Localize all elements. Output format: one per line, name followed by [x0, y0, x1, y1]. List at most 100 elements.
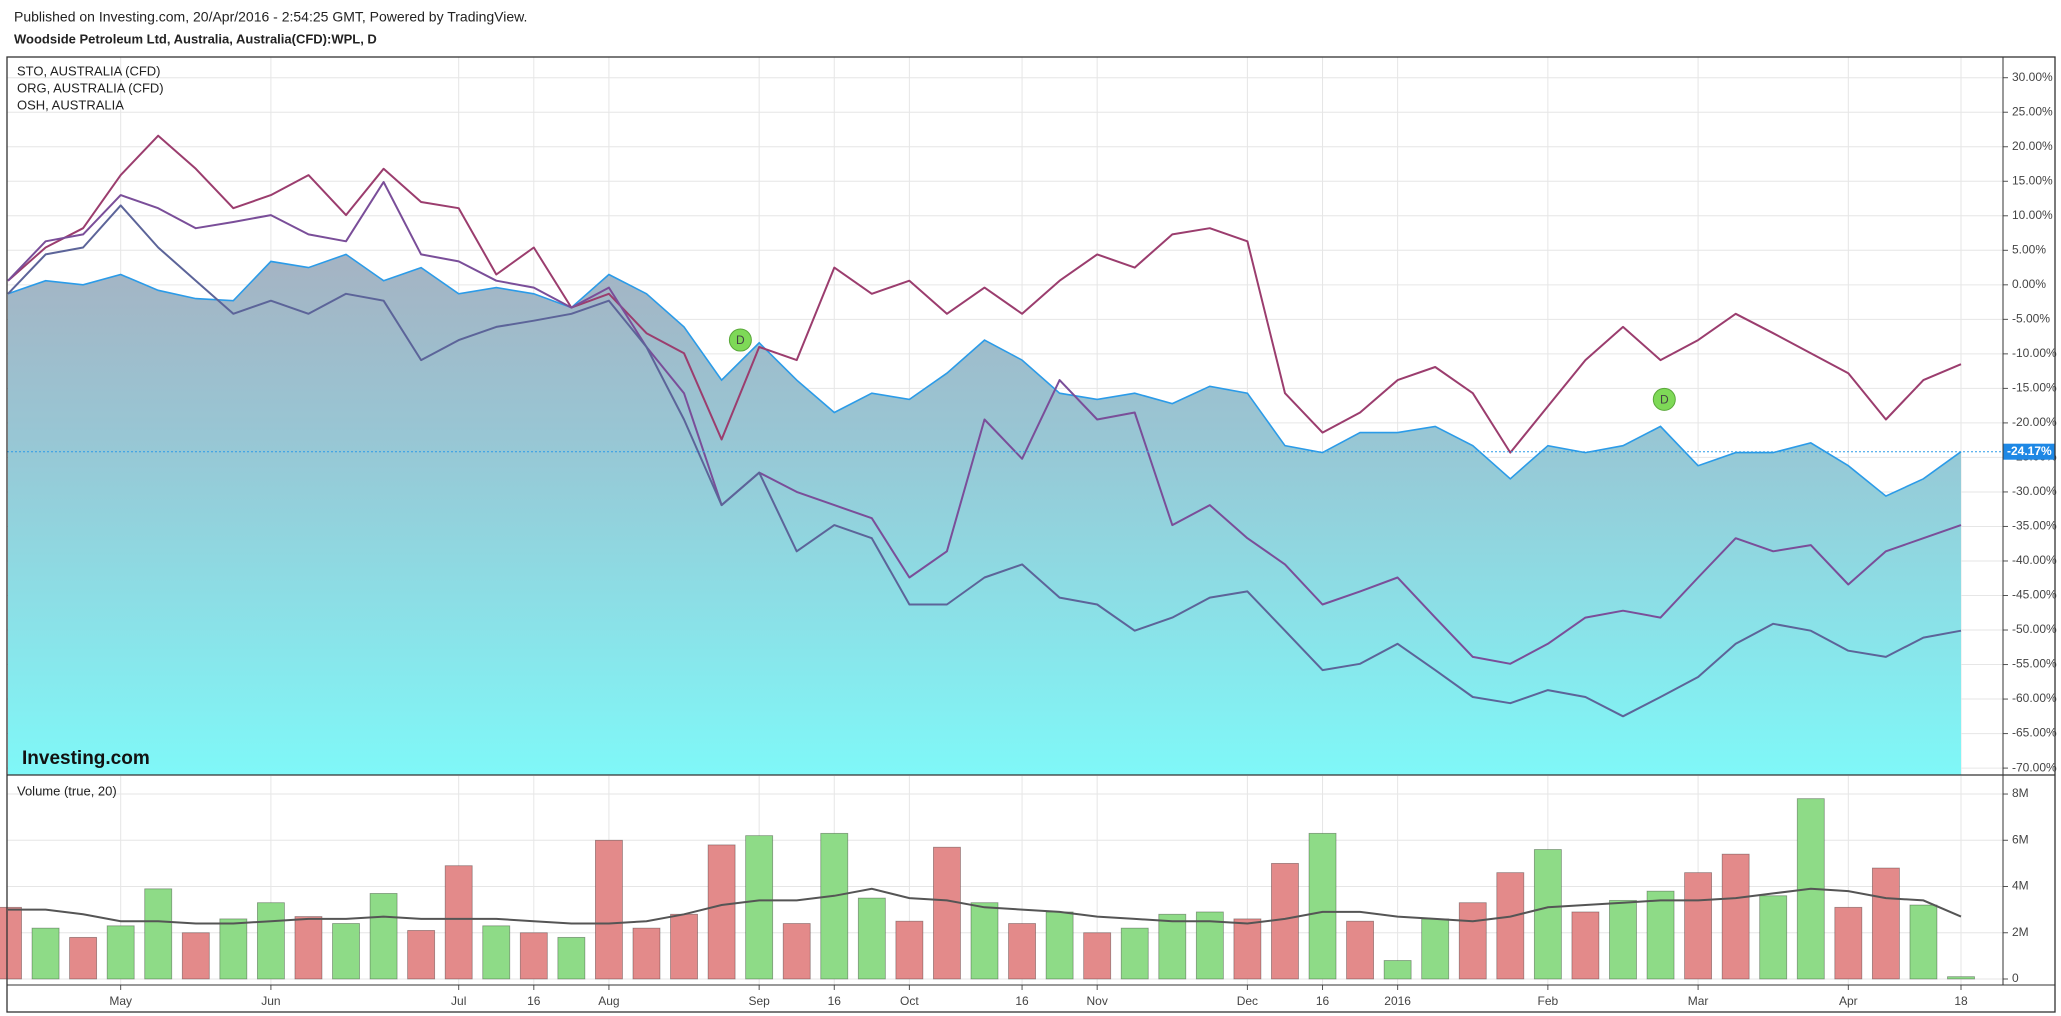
y-tick-label: -10.00% — [2012, 346, 2057, 360]
plot-layer: May Jun Jul 16 Aug Sep 16 Oct 16 Nov Dec 16 2016 Feb M… — [0, 57, 2057, 1008]
volume-bar — [1421, 918, 1450, 980]
volume-bar — [519, 932, 548, 980]
x-tick-label: 16 — [828, 994, 842, 1008]
x-tick-label: 18 — [1954, 994, 1968, 1008]
volume-bar — [1195, 911, 1224, 980]
volume-bar — [670, 913, 698, 980]
volume-bar — [1496, 872, 1525, 980]
volume-bar — [1083, 932, 1112, 980]
volume-bar — [1684, 872, 1713, 980]
volume-bar — [1346, 920, 1374, 980]
volume-bar — [1045, 911, 1074, 980]
volume-bar — [857, 897, 886, 980]
volume-ma-line — [8, 887, 1962, 925]
dividend-label: D — [1660, 393, 1669, 407]
frame — [6, 56, 2056, 1013]
volume-bar — [782, 923, 811, 980]
legend-entry: OSH, AUSTRALIA — [17, 97, 124, 112]
volume-bar — [1646, 890, 1675, 980]
volume-bar — [181, 932, 210, 980]
y-tick-label: 20.00% — [2012, 139, 2053, 153]
y-tick-label: 0 — [2012, 971, 2019, 985]
x-tick-label: 16 — [1316, 994, 1330, 1008]
y-tick-label: -65.00% — [2012, 726, 2057, 740]
y-tick-label: 4M — [2012, 879, 2029, 893]
y-tick-label: 25.00% — [2012, 104, 2053, 118]
y-tick-label: 8M — [2012, 786, 2029, 800]
x-tick-label: Jun — [261, 994, 280, 1008]
x-tick-label: 2016 — [1384, 994, 1411, 1008]
volume-bar — [632, 927, 661, 980]
y-tick-label: 15.00% — [2012, 173, 2053, 187]
volume-bar — [1308, 832, 1337, 980]
volume-bar — [1271, 862, 1299, 980]
x-tick-label: Jul — [451, 994, 466, 1008]
x-tick-label: Mar — [1688, 994, 1709, 1008]
x-tick-label: Sep — [748, 994, 770, 1008]
volume-bar — [369, 893, 398, 980]
volume-bar — [1533, 849, 1562, 980]
volume-bar — [1871, 867, 1900, 980]
volume-bar — [1158, 913, 1187, 980]
volume-bar — [31, 927, 60, 980]
y-tick-label: -55.00% — [2012, 657, 2057, 671]
y-tick-label: -50.00% — [2012, 622, 2057, 636]
last-value-label: -24.17% — [2007, 444, 2052, 458]
y-tick-label: 2M — [2012, 925, 2029, 939]
series-line — [7, 134, 1962, 454]
volume-bar — [69, 936, 98, 980]
y-tick-label: -60.00% — [2012, 691, 2057, 705]
legend-entry: ORG, AUSTRALIA (CFD) — [17, 80, 164, 95]
y-tick-label: -70.00% — [2012, 760, 2057, 774]
y-tick-label: 5.00% — [2012, 242, 2046, 256]
volume-bar — [106, 925, 135, 980]
y-tick-label: -40.00% — [2012, 553, 2057, 567]
area-line — [7, 253, 1962, 498]
volume-bar — [219, 918, 248, 980]
y-tick-label: -30.00% — [2012, 484, 2057, 498]
volume-bar — [407, 930, 436, 980]
volume-bar — [1233, 918, 1262, 980]
y-tick-label: 6M — [2012, 832, 2029, 846]
volume-bar — [745, 835, 774, 980]
volume-bar — [332, 923, 360, 980]
x-tick-label: Dec — [1237, 994, 1258, 1008]
volume-bar — [0, 906, 22, 980]
volume-bar — [1120, 927, 1149, 980]
dividend-marker — [1652, 387, 1676, 411]
watermark: Investing.com — [22, 748, 150, 769]
volume-bar — [1383, 960, 1412, 980]
volume-bar — [294, 916, 323, 980]
dividend-label: D — [736, 333, 745, 347]
y-tick-label: 10.00% — [2012, 208, 2053, 222]
volume-bar — [1909, 904, 1938, 980]
volume-bar — [895, 920, 924, 980]
x-tick-label: Oct — [900, 994, 919, 1008]
x-tick-label: 16 — [527, 994, 541, 1008]
volume-bar — [820, 832, 849, 980]
volume-bar — [933, 846, 961, 980]
x-tick-label: Apr — [1839, 994, 1858, 1008]
area-fill — [8, 254, 1961, 775]
y-tick-label: 0.00% — [2012, 277, 2046, 291]
instrument-title: Woodside Petroleum Ltd, Australia, Austr… — [14, 31, 377, 46]
x-tick-label: 16 — [1015, 994, 1029, 1008]
y-tick-label: -45.00% — [2012, 588, 2057, 602]
volume-bar — [482, 925, 511, 980]
volume-title: Volume (true, 20) — [17, 783, 117, 798]
dividend-marker — [728, 328, 752, 352]
legend-entry: STO, AUSTRALIA (CFD) — [17, 63, 161, 78]
x-tick-label: Aug — [598, 994, 619, 1008]
volume-bar — [1759, 895, 1788, 980]
volume-bar — [707, 844, 736, 980]
series-line — [7, 181, 1962, 665]
published-line: Published on Investing.com, 20/Apr/2016 … — [14, 9, 527, 25]
y-tick-label: -35.00% — [2012, 519, 2057, 533]
volume-bar — [557, 936, 586, 980]
volume-bar — [444, 865, 473, 980]
volume-bar — [1834, 906, 1863, 980]
volume-bar — [256, 902, 285, 980]
last-value-box — [2003, 443, 2055, 460]
series-line — [7, 204, 1962, 718]
